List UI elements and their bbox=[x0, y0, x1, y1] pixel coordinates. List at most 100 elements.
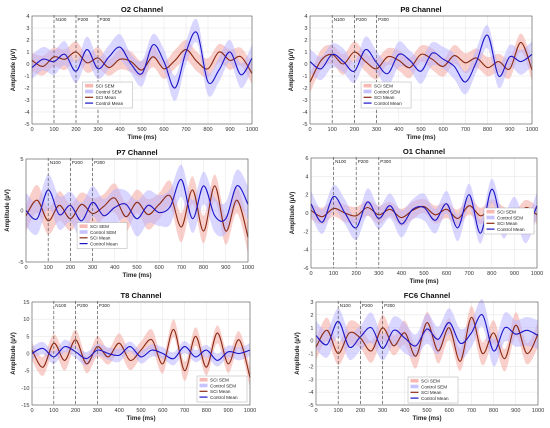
legend-entry: SCI SEM bbox=[210, 378, 229, 383]
legend-entry: SCI SEM bbox=[90, 224, 109, 229]
component-marker-label: P200 bbox=[72, 160, 83, 165]
y-axis-label: Amplitude (µV) bbox=[295, 332, 301, 374]
y-tick-label: -2 bbox=[304, 229, 309, 235]
x-tick-label: 400 bbox=[110, 265, 119, 271]
x-tick-label: 300 bbox=[372, 127, 381, 133]
component-marker-label: P200 bbox=[78, 17, 89, 22]
y-tick-label: -15 bbox=[21, 403, 29, 409]
x-tick-label: 1000 bbox=[246, 127, 258, 133]
y-tick-label: -1 bbox=[25, 74, 30, 80]
x-tick-label: 700 bbox=[465, 271, 474, 277]
x-tick-label: 500 bbox=[419, 271, 428, 277]
component-marker-label: P200 bbox=[358, 159, 369, 164]
series-line-1 bbox=[309, 34, 533, 83]
x-tick-label: 500 bbox=[416, 127, 425, 133]
x-tick-label: 100 bbox=[334, 408, 343, 414]
x-tick-label: 100 bbox=[329, 271, 338, 277]
x-tick-label: 600 bbox=[159, 127, 168, 133]
legend-entry: SCI SEM bbox=[374, 84, 393, 89]
y-tick-label: -2 bbox=[303, 86, 308, 92]
legend-swatch bbox=[410, 384, 419, 389]
legend-entry: Control Mean bbox=[421, 396, 449, 401]
series-line-0 bbox=[31, 328, 251, 378]
x-tick-label: 200 bbox=[350, 127, 359, 133]
series-line-1 bbox=[25, 179, 249, 222]
y-tick-label: -5 bbox=[19, 260, 24, 266]
legend-swatch bbox=[85, 89, 94, 94]
y-tick-label: 0 bbox=[20, 209, 23, 215]
x-tick-label: 0 bbox=[30, 408, 33, 414]
y-tick-label: -2 bbox=[25, 86, 30, 92]
sem-band-1 bbox=[316, 299, 538, 367]
x-tick-label: 0 bbox=[309, 271, 312, 277]
component-marker-label: P200 bbox=[362, 303, 373, 308]
x-tick-label: 500 bbox=[132, 265, 141, 271]
component-marker-label: N100 bbox=[55, 303, 66, 308]
sem-band-1 bbox=[32, 18, 252, 101]
x-tick-label: 500 bbox=[422, 408, 431, 414]
x-tick-label: 1000 bbox=[242, 265, 254, 271]
y-tick-label: 2 bbox=[304, 38, 307, 44]
x-tick-label: 1000 bbox=[244, 408, 256, 414]
series-line-0 bbox=[25, 185, 249, 238]
sem-band-0 bbox=[26, 174, 248, 253]
y-axis-label: Amplitude (µV) bbox=[11, 49, 17, 91]
chart-title: O2 Channel bbox=[121, 5, 163, 14]
x-tick-label: 100 bbox=[49, 127, 58, 133]
legend-entry: SCI SEM bbox=[96, 84, 115, 89]
y-tick-label: -4 bbox=[25, 110, 30, 116]
x-tick-label: 300 bbox=[374, 271, 383, 277]
legend-entry: SCI Mean bbox=[90, 236, 111, 241]
x-tick-label: 1000 bbox=[531, 271, 543, 277]
y-tick-label: -10 bbox=[21, 386, 29, 392]
plot-frame bbox=[31, 15, 253, 125]
legend-entry: SCI Mean bbox=[96, 95, 117, 100]
x-tick-label: 100 bbox=[49, 408, 58, 414]
x-tick-label: 300 bbox=[93, 127, 102, 133]
y-tick-label: -5 bbox=[303, 122, 308, 128]
legend-swatch bbox=[486, 215, 495, 220]
legend-entry: Control SEM bbox=[96, 89, 122, 94]
plot-frame bbox=[309, 15, 533, 125]
y-tick-label: -3 bbox=[25, 98, 30, 104]
legend-entry: Control Mean bbox=[374, 101, 402, 106]
legend-entry: SCI SEM bbox=[421, 379, 440, 384]
component-marker-label: P200 bbox=[77, 303, 88, 308]
y-axis-label: Amplitude (µV) bbox=[289, 49, 295, 91]
x-tick-label: 300 bbox=[93, 408, 102, 414]
chart-title: T8 Channel bbox=[121, 291, 162, 300]
x-tick-label: 500 bbox=[136, 408, 145, 414]
legend-entry: Control SEM bbox=[90, 230, 116, 235]
x-tick-label: 400 bbox=[115, 408, 124, 414]
x-tick-label: 800 bbox=[203, 127, 212, 133]
legend-entry: Control SEM bbox=[374, 89, 400, 94]
y-tick-label: -5 bbox=[25, 122, 30, 128]
x-tick-label: 900 bbox=[224, 408, 233, 414]
legend-entry: Control Mean bbox=[497, 227, 525, 232]
x-tick-label: 600 bbox=[442, 271, 451, 277]
x-tick-label: 800 bbox=[489, 408, 498, 414]
y-tick-label: 5 bbox=[26, 334, 29, 340]
component-marker-label: N100 bbox=[335, 159, 346, 164]
x-tick-label: 700 bbox=[180, 408, 189, 414]
x-tick-label: 1000 bbox=[526, 127, 538, 133]
y-tick-label: 1 bbox=[310, 326, 313, 332]
x-tick-label: 0 bbox=[24, 265, 27, 271]
channel-panel-3: N100 P200 P300 0 100 200 300 400 500 600 700 800 900… bbox=[290, 147, 543, 285]
y-axis-label: Amplitude (µV) bbox=[290, 192, 296, 234]
y-tick-label: 1 bbox=[304, 50, 307, 56]
channel-panel-1: N100 P200 P300 0 100 200 300 400 500 600 700 800 900… bbox=[289, 5, 538, 141]
component-marker-label: P200 bbox=[356, 17, 367, 22]
x-tick-label: 0 bbox=[308, 127, 311, 133]
y-tick-label: -4 bbox=[309, 390, 314, 396]
y-axis-label: Amplitude (µV) bbox=[5, 189, 11, 231]
y-tick-label: 0 bbox=[26, 352, 29, 358]
component-marker-label: P300 bbox=[100, 17, 111, 22]
y-tick-label: 5 bbox=[20, 157, 23, 163]
component-marker-label: P300 bbox=[380, 159, 391, 164]
plot-frame bbox=[315, 301, 539, 406]
